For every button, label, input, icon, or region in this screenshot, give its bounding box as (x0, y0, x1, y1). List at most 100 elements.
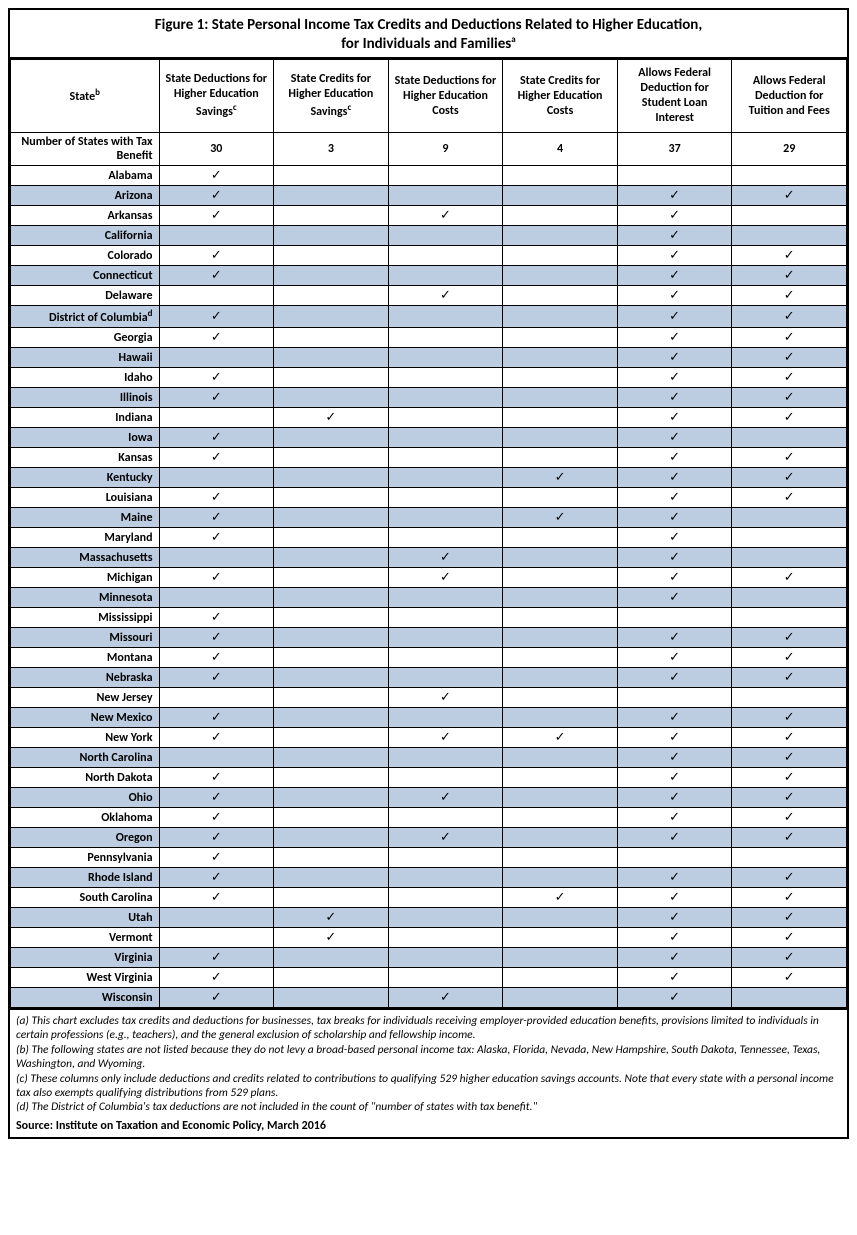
check-cell: ✓ (732, 728, 847, 748)
state-name: New York (11, 728, 160, 748)
check-cell: ✓ (617, 668, 732, 688)
check-cell (503, 808, 618, 828)
footnotes: (a) This chart excludes tax credits and … (10, 1008, 847, 1117)
check-cell: ✓ (159, 306, 274, 328)
check-cell (503, 968, 618, 988)
check-cell: ✓ (159, 888, 274, 908)
state-name: Nebraska (11, 668, 160, 688)
check-cell (274, 186, 389, 206)
check-cell (159, 928, 274, 948)
check-cell: ✓ (274, 908, 389, 928)
check-cell (274, 588, 389, 608)
check-cell: ✓ (617, 448, 732, 468)
check-cell: ✓ (159, 728, 274, 748)
check-cell (617, 848, 732, 868)
check-cell: ✓ (159, 488, 274, 508)
check-cell (274, 708, 389, 728)
check-cell (388, 246, 503, 266)
check-cell: ✓ (617, 728, 732, 748)
check-cell (503, 368, 618, 388)
check-cell (159, 226, 274, 246)
check-cell: ✓ (388, 988, 503, 1008)
check-cell (274, 348, 389, 368)
check-cell: ✓ (617, 468, 732, 488)
check-cell: ✓ (617, 488, 732, 508)
check-cell (274, 948, 389, 968)
check-cell (388, 708, 503, 728)
footnote-line: (c) These columns only include deduction… (16, 1072, 841, 1101)
table-row: Minnesota✓ (11, 588, 847, 608)
check-cell: ✓ (159, 868, 274, 888)
check-cell: ✓ (159, 206, 274, 226)
col-cred-savings: State Credits for Higher Education Savin… (274, 60, 389, 133)
check-cell: ✓ (732, 948, 847, 968)
check-cell (274, 628, 389, 648)
table-row: Utah✓✓✓ (11, 908, 847, 928)
summary-label: Number of States with Tax Benefit (11, 133, 160, 166)
state-name: Virginia (11, 948, 160, 968)
state-name: Pennsylvania (11, 848, 160, 868)
check-cell: ✓ (617, 568, 732, 588)
table-row: District of Columbiad✓✓✓ (11, 306, 847, 328)
check-cell (159, 908, 274, 928)
table-row: Colorado✓✓✓ (11, 246, 847, 266)
check-cell (274, 968, 389, 988)
check-cell (732, 508, 847, 528)
state-name: North Dakota (11, 768, 160, 788)
check-cell (388, 608, 503, 628)
check-cell (388, 668, 503, 688)
check-cell (503, 328, 618, 348)
check-cell: ✓ (732, 568, 847, 588)
check-cell: ✓ (617, 368, 732, 388)
check-cell: ✓ (732, 628, 847, 648)
check-cell: ✓ (617, 286, 732, 306)
check-cell (274, 848, 389, 868)
check-cell (617, 166, 732, 186)
check-cell: ✓ (617, 408, 732, 428)
table-row: Maine✓✓✓ (11, 508, 847, 528)
table-row: Illinois✓✓✓ (11, 388, 847, 408)
check-cell (274, 468, 389, 488)
check-cell: ✓ (159, 568, 274, 588)
check-cell: ✓ (732, 928, 847, 948)
check-cell: ✓ (159, 508, 274, 528)
check-cell (503, 708, 618, 728)
check-cell (388, 888, 503, 908)
table-row: Arkansas✓✓✓ (11, 206, 847, 226)
check-cell (503, 848, 618, 868)
check-cell (388, 226, 503, 246)
state-name: Iowa (11, 428, 160, 448)
table-row: North Carolina✓✓ (11, 748, 847, 768)
table-row: Nebraska✓✓✓ (11, 668, 847, 688)
check-cell (274, 688, 389, 708)
summary-c4: 4 (503, 133, 618, 166)
check-cell (274, 246, 389, 266)
check-cell: ✓ (732, 246, 847, 266)
check-cell: ✓ (617, 266, 732, 286)
table-row: Massachusetts✓✓ (11, 548, 847, 568)
check-cell (274, 286, 389, 306)
check-cell: ✓ (159, 608, 274, 628)
data-table: Stateb State Deductions for Higher Educa… (10, 59, 847, 1008)
check-cell: ✓ (388, 828, 503, 848)
state-name: District of Columbiad (11, 306, 160, 328)
state-name: California (11, 226, 160, 246)
check-cell (388, 628, 503, 648)
check-cell (388, 186, 503, 206)
state-name: Idaho (11, 368, 160, 388)
check-cell (274, 608, 389, 628)
check-cell: ✓ (159, 428, 274, 448)
state-name: Minnesota (11, 588, 160, 608)
check-cell (388, 928, 503, 948)
check-cell: ✓ (503, 468, 618, 488)
check-cell: ✓ (732, 468, 847, 488)
check-cell (503, 788, 618, 808)
check-cell: ✓ (159, 166, 274, 186)
state-name: Ohio (11, 788, 160, 808)
state-name: North Carolina (11, 748, 160, 768)
check-cell (503, 928, 618, 948)
check-cell (388, 748, 503, 768)
check-cell: ✓ (617, 226, 732, 246)
check-cell (732, 166, 847, 186)
state-name: Vermont (11, 928, 160, 948)
